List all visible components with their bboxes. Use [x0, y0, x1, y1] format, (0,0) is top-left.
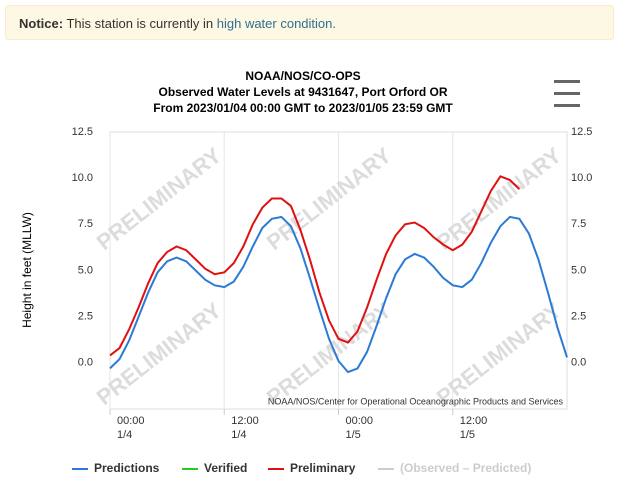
y2-tick-label: 7.5: [571, 218, 586, 230]
x-tick-label: 00:00: [346, 415, 374, 427]
credits: NOAA/NOS/Center for Operational Oceanogr…: [268, 396, 564, 406]
y-tick-label: 2.5: [78, 311, 93, 323]
menu-bar[interactable]: [554, 104, 580, 107]
legend-item[interactable]: Verified: [182, 461, 247, 475]
legend-item[interactable]: Preliminary: [268, 461, 356, 475]
y-tick-label: 0.0: [78, 357, 93, 369]
series-line: [109, 175, 521, 357]
watermark: PRELIMINARY: [432, 297, 566, 410]
y-tick-label: 10.0: [72, 172, 93, 184]
x-tick-label: 12:00: [231, 415, 259, 427]
x-tick-date: 1/4: [117, 429, 132, 441]
y2-tick-label: 0.0: [571, 357, 586, 369]
watermark: PRELIMINARY: [262, 297, 396, 410]
legend-label: (Observed – Predicted): [400, 461, 531, 475]
notice-text: This station is currently in: [66, 16, 214, 31]
x-tick-date: 1/5: [346, 429, 361, 441]
chart: NOAA/NOS/CO-OPS Observed Water Levels at…: [20, 69, 592, 475]
legend-item[interactable]: Predictions: [72, 461, 160, 475]
legend-item[interactable]: (Observed – Predicted): [378, 461, 531, 475]
x-tick-date: 1/4: [231, 429, 246, 441]
legend-label: Verified: [204, 461, 247, 475]
menu-bar[interactable]: [554, 80, 580, 83]
y2-tick-label: 12.5: [571, 126, 592, 138]
chart-subtitle: Observed Water Levels at 9431647, Port O…: [158, 85, 447, 99]
legend-label: Preliminary: [290, 461, 356, 475]
watermark: PRELIMINARY: [92, 142, 226, 255]
x-tick-label: 12:00: [460, 415, 488, 427]
menu-bar[interactable]: [554, 92, 580, 95]
notice-bar: Notice: This station is currently in hig…: [5, 5, 614, 40]
legend-label: Predictions: [94, 461, 160, 475]
series-line: [109, 215, 568, 374]
y-tick-label: 5.0: [78, 264, 93, 276]
notice-label: Notice:: [19, 16, 64, 31]
chart-date-range: From 2023/01/04 00:00 GMT to 2023/01/05 …: [153, 101, 453, 115]
y2-tick-label: 10.0: [571, 172, 592, 184]
watermark: PRELIMINARY: [432, 142, 566, 255]
y-tick-label: 12.5: [72, 126, 93, 138]
y-axis-title: Height in feet (MLLW): [20, 212, 34, 328]
notice-link[interactable]: high water condition.: [216, 16, 336, 31]
x-tick-label: 00:00: [117, 415, 145, 427]
y-tick-label: 7.5: [78, 218, 93, 230]
x-tick-date: 1/5: [460, 429, 475, 441]
y2-tick-label: 2.5: [571, 311, 586, 323]
y2-tick-label: 5.0: [571, 264, 586, 276]
menu-button[interactable]: [554, 80, 580, 107]
chart-title: NOAA/NOS/CO-OPS: [245, 69, 360, 83]
